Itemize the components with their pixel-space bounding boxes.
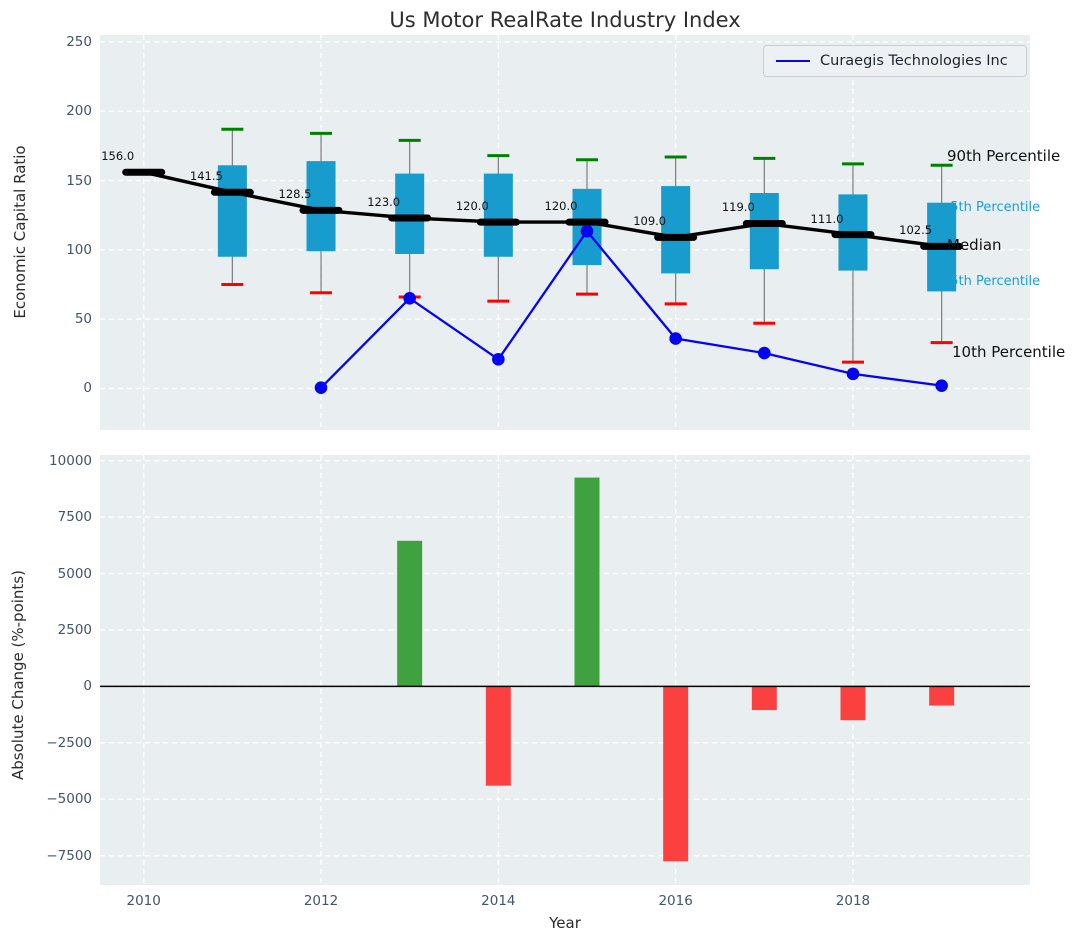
q1-percentile-text: 25th Percentile bbox=[950, 274, 1041, 289]
box-2013 bbox=[395, 173, 425, 254]
bar-2017 bbox=[751, 686, 777, 711]
box-2011 bbox=[217, 165, 247, 257]
legend-label: Curaegis Technologies Inc bbox=[820, 53, 1008, 69]
bar-2016 bbox=[663, 686, 689, 862]
company-point-2013 bbox=[403, 292, 416, 305]
median-trend-line bbox=[143, 170, 942, 249]
q3-percentile-text: 75th Percentile bbox=[950, 200, 1041, 215]
p10-percentile-label: 10th Percentile bbox=[952, 343, 1066, 361]
company-point-2014 bbox=[492, 353, 505, 366]
top-plot-background bbox=[100, 35, 1030, 430]
box-2012 bbox=[306, 161, 336, 252]
legend: Curaegis Technologies Inc bbox=[763, 45, 1027, 77]
company-point-2017 bbox=[758, 346, 771, 360]
company-point-2016 bbox=[669, 332, 682, 345]
bottom-y-axis-label: Absolute Change (%-points) bbox=[9, 570, 27, 780]
company-point-2015 bbox=[580, 224, 594, 238]
q1-percentile-label: 25th Percentile bbox=[950, 274, 1040, 289]
box-2016 bbox=[661, 186, 691, 274]
p90-percentile-label: 90th Percentile bbox=[947, 147, 1061, 165]
company-point-2018 bbox=[846, 367, 860, 381]
median-end-label: Median bbox=[947, 236, 1002, 254]
bar-2019 bbox=[929, 686, 955, 706]
box-2014 bbox=[483, 173, 513, 257]
top-y-axis-label: Economic Capital Ratio bbox=[11, 145, 29, 319]
company-line bbox=[320, 229, 942, 389]
company-point-2019 bbox=[935, 379, 948, 392]
bar-2018 bbox=[840, 686, 866, 721]
bar-2015 bbox=[574, 477, 600, 687]
bar-2013 bbox=[397, 540, 423, 687]
chart-title: Us Motor RealRate Industry Index bbox=[389, 8, 741, 32]
legend-line-swatch bbox=[776, 60, 810, 62]
q3-percentile-label: 75th Percentile bbox=[950, 200, 1040, 215]
bar-2014 bbox=[485, 686, 511, 786]
box-2017 bbox=[749, 193, 779, 270]
company-point-2012 bbox=[314, 381, 328, 395]
bottom-plot-background bbox=[100, 455, 1030, 885]
x-axis-label: Year bbox=[549, 914, 581, 932]
